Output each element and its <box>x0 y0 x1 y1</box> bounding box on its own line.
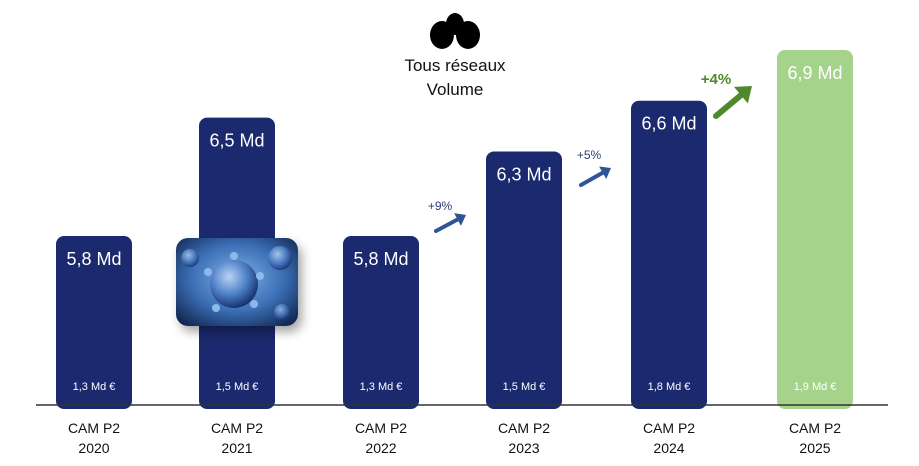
x-tick-label: CAM P2 <box>643 420 695 436</box>
bar-amount-label: 1,9 Md € <box>794 381 837 393</box>
chart-title: Tous réseaux <box>404 56 506 75</box>
bar[interactable] <box>343 236 419 409</box>
bar[interactable] <box>631 100 707 409</box>
growth-label: +9% <box>428 199 453 213</box>
bar[interactable] <box>777 49 853 410</box>
bar-value-label: 6,9 Md <box>787 63 842 83</box>
x-tick-label: CAM P2 <box>789 420 841 436</box>
growth-arrow <box>434 217 460 233</box>
x-tick-label: 2021 <box>221 440 252 456</box>
growth-arrow <box>713 92 744 119</box>
x-tick-label: 2024 <box>653 440 684 456</box>
x-tick-label: 2023 <box>508 440 539 456</box>
chart-title-block: Tous réseaux Volume <box>360 12 550 102</box>
x-tick-label: 2020 <box>78 440 109 456</box>
bar-value-label: 6,3 Md <box>496 164 551 184</box>
bar-amount-label: 1,3 Md € <box>360 381 403 393</box>
x-tick-label: CAM P2 <box>68 420 120 436</box>
growth-arrow-head <box>599 166 611 179</box>
bar-amount-label: 1,5 Md € <box>503 381 546 393</box>
growth-arrow-head <box>454 213 466 226</box>
chart-subtitle: Volume <box>426 80 484 99</box>
growth-arrow-head <box>734 86 752 104</box>
growth-arrow <box>579 170 605 187</box>
bar-value-label: 6,6 Md <box>641 114 696 134</box>
x-tick-label: 2022 <box>365 440 396 456</box>
bar-value-label: 5,8 Md <box>353 249 408 269</box>
x-tick-label: 2025 <box>799 440 830 456</box>
logo-icon <box>430 13 480 49</box>
bar[interactable] <box>56 236 132 409</box>
bar-amount-label: 1,8 Md € <box>648 381 691 393</box>
bar[interactable] <box>486 151 562 409</box>
x-tick-label: CAM P2 <box>355 420 407 436</box>
growth-label: +5% <box>577 148 602 162</box>
virus-image <box>176 238 298 326</box>
growth-label: +4% <box>701 71 731 88</box>
bar-value-label: 5,8 Md <box>66 249 121 269</box>
x-tick-label: CAM P2 <box>498 420 550 436</box>
bar-amount-label: 1,3 Md € <box>73 381 116 393</box>
bar-amount-label: 1,5 Md € <box>216 381 259 393</box>
bar-value-label: 6,5 Md <box>209 131 264 151</box>
x-tick-label: CAM P2 <box>211 420 263 436</box>
